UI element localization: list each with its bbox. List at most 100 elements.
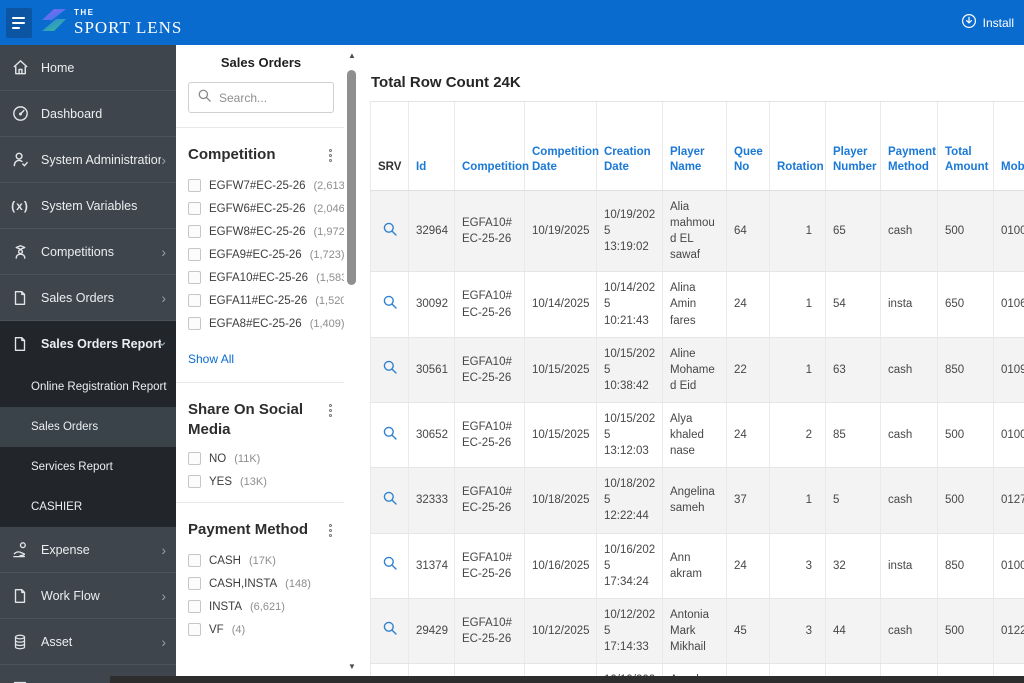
cell-rotation: 1 — [769, 337, 826, 403]
column-header-competition-date[interactable]: Competition Date — [524, 101, 599, 191]
checkbox[interactable] — [188, 600, 201, 613]
row-detail-button[interactable] — [370, 467, 409, 534]
search-input[interactable] — [219, 90, 325, 105]
horizontal-scrollbar-thumb[interactable] — [110, 676, 1024, 683]
magnifier-icon — [383, 491, 397, 505]
cell-id: 32333 — [408, 467, 455, 534]
cell-player-number: 54 — [825, 271, 881, 338]
checkbox[interactable] — [188, 248, 201, 261]
row-detail-button[interactable] — [370, 271, 409, 338]
sidebar-item-home[interactable]: Home — [0, 45, 176, 91]
cell-player-number: 63 — [825, 337, 881, 403]
facet-option[interactable]: EGFW8#EC-25-26 (1,972) — [188, 225, 344, 238]
cell-total-amount: 500 — [937, 402, 994, 469]
cell-competition: EGFA10#EC-25-26 — [454, 533, 525, 599]
row-detail-button[interactable] — [370, 337, 409, 403]
facet-option[interactable]: EGFW6#EC-25-26 (2,046) — [188, 202, 344, 215]
facet-option-count: (17K) — [248, 554, 276, 567]
checkbox[interactable] — [188, 271, 201, 284]
row-detail-button[interactable] — [370, 402, 409, 469]
show-all-link[interactable]: Show All — [188, 352, 235, 366]
row-detail-button[interactable] — [370, 598, 409, 665]
menu-toggle-button[interactable] — [6, 7, 32, 38]
sidebar-item-sales-orders-reports[interactable]: Sales Orders Reports › — [0, 321, 176, 367]
facet-option[interactable]: VF (4) — [188, 623, 334, 636]
sidebar-subitem-services-report[interactable]: Services Report — [0, 447, 176, 487]
facet-option[interactable]: NO (11K) — [188, 452, 334, 465]
facet-option-label: EGFA8#EC-25-26 — [209, 317, 302, 330]
scroll-down-arrow[interactable]: ▼ — [348, 662, 356, 671]
facet-option[interactable]: CASH (17K) — [188, 554, 334, 567]
brand-top-text: THE — [74, 8, 95, 17]
competitions-icon — [9, 242, 31, 261]
document-icon — [9, 587, 31, 605]
checkbox[interactable] — [188, 317, 201, 330]
column-header-mobile[interactable]: Mobile — [993, 101, 1024, 191]
cell-quee-no: 37 — [726, 467, 770, 534]
document-icon — [9, 335, 31, 353]
sidebar-item-system-administration[interactable]: System Administration › — [0, 137, 176, 183]
checkbox[interactable] — [188, 577, 201, 590]
column-header-rotation[interactable]: Rotation — [769, 101, 826, 191]
document-icon — [9, 679, 31, 683]
sidebar-subitem-online-registration-report[interactable]: Online Registration Report — [0, 367, 176, 407]
scrollbar-thumb[interactable] — [347, 70, 356, 285]
cell-rotation: 2 — [769, 402, 826, 469]
column-header-competition[interactable]: Competition — [454, 101, 529, 191]
column-header-creation-date[interactable]: Creation Date — [596, 101, 663, 191]
sidebar-item-label: Home — [41, 60, 75, 75]
facet-option[interactable]: EGFW7#EC-25-26 (2,613) — [188, 179, 344, 192]
sidebar-item-competitions[interactable]: Competitions › — [0, 229, 176, 275]
sidebar-item-label: Asset — [41, 634, 73, 649]
facet-options-menu-icon[interactable] — [327, 520, 334, 541]
facet-option-count: (148) — [285, 577, 311, 590]
checkbox[interactable] — [188, 452, 201, 465]
checkbox[interactable] — [188, 623, 201, 636]
row-detail-button[interactable] — [370, 190, 409, 273]
facet-option[interactable]: YES (13K) — [188, 475, 334, 488]
checkbox[interactable] — [188, 179, 201, 192]
facet-options-menu-icon[interactable] — [327, 145, 334, 166]
cell-creation-date: 10/15/2025 10:38:42 — [596, 337, 663, 403]
facet-option[interactable]: EGFA8#EC-25-26 (1,409) — [188, 317, 344, 330]
sidebar-item-asset[interactable]: Asset › — [0, 619, 176, 665]
column-header-player-number[interactable]: Player Number — [825, 101, 881, 191]
cell-total-amount: 650 — [937, 271, 994, 338]
facet-option[interactable]: EGFA10#EC-25-26 (1,583) — [188, 271, 344, 284]
checkbox[interactable] — [188, 294, 201, 307]
sidebar-subitem-label: Online Registration Report — [31, 381, 167, 393]
cell-mobile: 010003 — [993, 533, 1024, 599]
sidebar-item-system-variables[interactable]: (x) System Variables — [0, 183, 176, 229]
facet-option-label: EGFW7#EC-25-26 — [209, 179, 306, 192]
column-header-total-amount[interactable]: Total Amount — [937, 101, 994, 191]
facet-option[interactable]: EGFA11#EC-25-26 (1,520) — [188, 294, 344, 307]
facet-option-label: EGFW8#EC-25-26 — [209, 225, 306, 238]
checkbox[interactable] — [188, 225, 201, 238]
sidebar-item-expense[interactable]: Expense › — [0, 527, 176, 573]
facet-options-menu-icon[interactable] — [327, 400, 334, 421]
sidebar-subitem-cashier[interactable]: CASHIER — [0, 487, 176, 527]
cell-player-number: 65 — [825, 190, 881, 273]
install-app-button[interactable]: Install — [961, 13, 1014, 32]
sidebar-subitem-sales-orders[interactable]: Sales Orders — [0, 407, 176, 447]
facet-option[interactable]: EGFA9#EC-25-26 (1,723) — [188, 248, 344, 261]
column-header-payment-method[interactable]: Payment Method — [880, 101, 938, 191]
sidebar-item-dashboard[interactable]: Dashboard — [0, 91, 176, 137]
sidebar-item-work-flow[interactable]: Work Flow › — [0, 573, 176, 619]
scroll-up-arrow[interactable]: ▲ — [348, 51, 356, 60]
column-header-id[interactable]: Id — [408, 101, 455, 191]
checkbox[interactable] — [188, 475, 201, 488]
magnifier-icon — [383, 556, 397, 570]
facet-option[interactable]: CASH,INSTA (148) — [188, 577, 334, 590]
facet-option[interactable]: INSTA (6,621) — [188, 600, 334, 613]
column-header-quee-no[interactable]: Quee No — [726, 101, 770, 191]
checkbox[interactable] — [188, 554, 201, 567]
row-detail-button[interactable] — [370, 533, 409, 599]
cell-rotation: 1 — [769, 271, 826, 338]
checkbox[interactable] — [188, 202, 201, 215]
column-header-player-name[interactable]: Player Name — [662, 101, 727, 191]
facet-option-count: (11K) — [234, 452, 261, 465]
facet-option-list: NO (11K) YES (13K) — [188, 452, 334, 488]
sidebar-item-sales-orders[interactable]: Sales Orders › — [0, 275, 176, 321]
sidebar-item-cutoff[interactable] — [0, 665, 176, 683]
